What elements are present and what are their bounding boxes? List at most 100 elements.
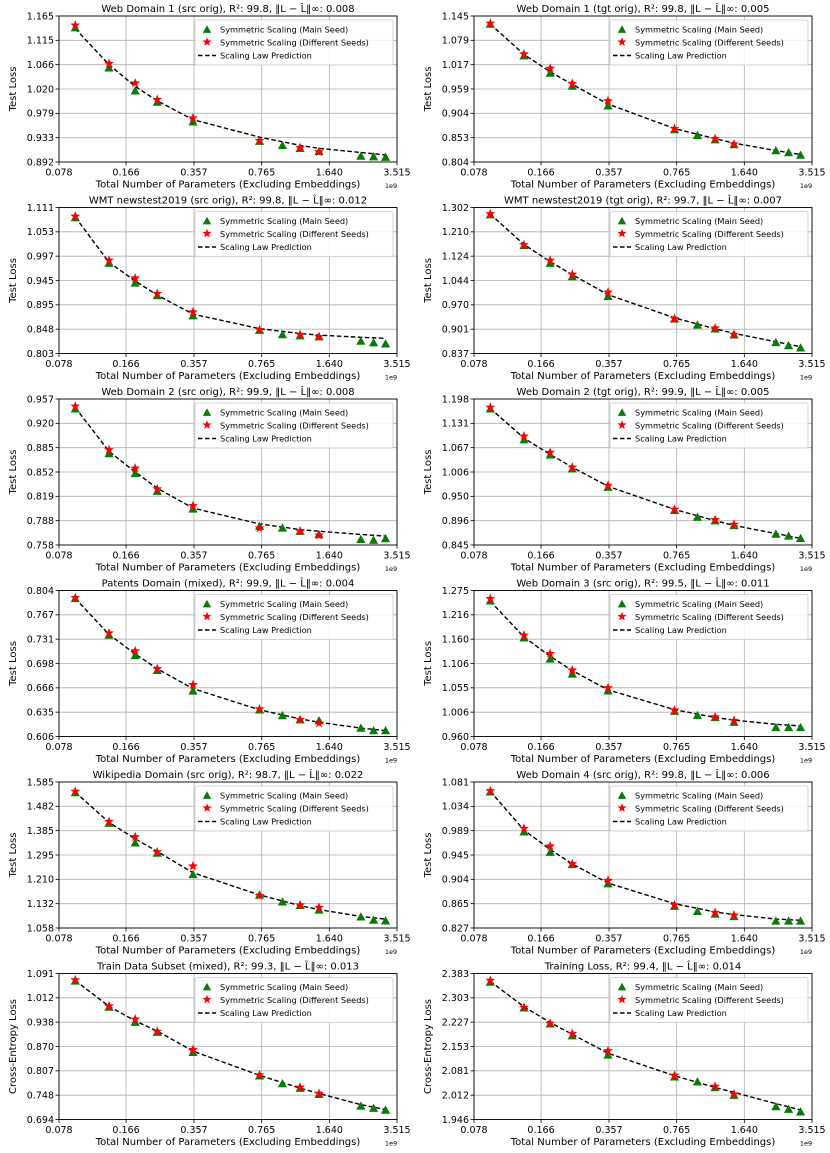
diff-seed-point	[130, 77, 141, 88]
legend-label-diff: Symmetric Scaling (Different Seeds)	[220, 612, 369, 622]
main-seed-point	[692, 1077, 703, 1086]
main-seed-point	[783, 722, 794, 732]
y-tick-label-5: 1.131	[442, 419, 469, 430]
x-tick-label-0: 0.078	[45, 168, 72, 179]
main-seed-point	[368, 915, 379, 924]
legend: Symmetric Scaling (Main Seed) Symmetric S…	[609, 594, 809, 640]
legend-star-icon	[617, 228, 627, 238]
x-tick-label-4: 1.640	[731, 742, 758, 753]
diff-seed-point	[314, 1088, 324, 1098]
x-tick-label-3: 0.765	[248, 1125, 275, 1136]
y-axis-label: Cross-Entropy Loss	[423, 999, 434, 1094]
diff-seed-point	[130, 272, 141, 283]
y-tick-label-1: 1.132	[27, 899, 54, 910]
y-tick-label-3: 0.852	[27, 467, 54, 478]
panel-title: Train Data Subset (mixed), R²: 99.3, ‖L …	[96, 960, 359, 973]
diff-seed-point	[519, 431, 529, 441]
prediction-line	[74, 597, 386, 732]
diff-seed-point	[567, 269, 578, 279]
panel-10: 0.078 0.166 0.357 0.765 1.640 3.515 0.827 0.865…	[423, 768, 826, 956]
x-tick-label-2: 0.357	[595, 168, 622, 179]
diff-seed-point	[485, 593, 496, 603]
diff-seed-point	[314, 530, 324, 540]
legend-label-diff: Symmetric Scaling (Different Seeds)	[220, 421, 369, 431]
legend-box	[194, 785, 394, 832]
diff-seed-point	[485, 402, 496, 412]
main-seed-point	[188, 117, 198, 126]
legend-label-diff: Symmetric Scaling (Different Seeds)	[635, 38, 784, 48]
diff-seed-point	[519, 630, 529, 640]
y-tick-label-6: 1.198	[442, 394, 469, 405]
main-seed-point	[603, 1050, 613, 1059]
diff-seed-point	[130, 645, 141, 656]
legend: Symmetric Scaling (Main Seed) Symmetric S…	[609, 19, 809, 66]
main-seed-point	[783, 531, 794, 540]
y-tick-label-2: 0.979	[27, 109, 54, 120]
y-tick-label-3: 2.153	[442, 1042, 469, 1053]
y-tick-label-1: 0.748	[27, 1091, 54, 1102]
y-tick-label-3: 0.698	[27, 659, 54, 670]
y-axis-label: Cross-Entropy Loss	[8, 999, 19, 1094]
main-seed-point	[783, 916, 794, 925]
diff-seed-point	[188, 1044, 198, 1054]
x-axis-label: Total Number of Parameters (Excluding Em…	[95, 371, 361, 382]
y-tick-label-6: 0.957	[27, 394, 54, 405]
y-tick-label-3: 1.295	[27, 850, 54, 861]
y-tick-label-0: 0.803	[27, 349, 54, 360]
diff-seed-point	[545, 840, 556, 851]
diff-seed-point	[729, 909, 739, 920]
panel-11: 0.078 0.166 0.357 0.765 1.640 3.515 0.694 0.748…	[8, 960, 411, 1148]
x-tick-label-1: 0.166	[527, 359, 554, 370]
y-tick-label-4: 0.731	[27, 635, 54, 646]
legend-triangle-icon	[202, 982, 212, 991]
main-seed-point	[783, 1104, 794, 1113]
y-tick-label-5: 1.079	[442, 36, 469, 47]
x-offset-label: 1e9	[385, 565, 397, 573]
legend-label-pred: Scaling Law Prediction	[220, 51, 312, 61]
legend-label-diff: Symmetric Scaling (Different Seeds)	[635, 421, 784, 431]
main-seed-point	[356, 336, 366, 345]
y-tick-label-3: 1.020	[27, 84, 54, 95]
diff-seed-point	[104, 58, 114, 68]
main-seed-point	[356, 151, 366, 160]
y-tick-label-4: 1.124	[442, 252, 469, 263]
legend-star-icon	[617, 37, 627, 46]
main-seed-point	[380, 339, 391, 348]
x-tick-label-4: 1.640	[316, 934, 343, 945]
main-seed-point	[603, 879, 613, 888]
y-tick-label-5: 1.115	[27, 36, 54, 47]
x-tick-label-3: 0.765	[248, 742, 275, 753]
panel-title: Web Domain 2 (tgt orig), R²: 99.9, ‖L − …	[517, 385, 770, 398]
diff-seed-point	[669, 899, 680, 910]
x-tick-label-4: 1.640	[731, 1125, 758, 1136]
x-tick-label-2: 0.357	[595, 1125, 622, 1136]
diff-seed-point	[70, 211, 81, 221]
diff-seed-point	[188, 860, 198, 871]
x-offset-label: 1e9	[800, 757, 812, 765]
x-tick-label-0: 0.078	[460, 359, 487, 370]
panel-title: WMT newstest2019 (src orig), R²: 99.8, ‖…	[89, 194, 367, 207]
prediction-line	[74, 791, 386, 920]
diff-seed-point	[104, 816, 114, 826]
y-tick-label-2: 2.081	[442, 1066, 469, 1077]
legend-star-icon	[617, 420, 627, 429]
diff-seed-point	[710, 322, 721, 333]
y-tick-label-4: 1.385	[27, 826, 54, 837]
x-tick-label-3: 0.765	[248, 934, 275, 945]
x-tick-label-3: 0.765	[663, 551, 690, 562]
diff-seed-point	[710, 514, 721, 524]
legend-label-main: Symmetric Scaling (Main Seed)	[635, 599, 763, 609]
y-tick-label-0: 0.606	[27, 732, 54, 743]
panel-title: Patents Domain (mixed), R²: 99.9, ‖L − L…	[102, 577, 355, 590]
diff-seed-point	[152, 483, 163, 494]
x-tick-label-3: 0.765	[663, 168, 690, 179]
legend-label-diff: Symmetric Scaling (Different Seeds)	[220, 804, 369, 814]
legend: Symmetric Scaling (Main Seed) Symmetric S…	[609, 211, 809, 257]
legend-label-pred: Scaling Law Prediction	[635, 242, 727, 252]
y-tick-label-0: 0.804	[442, 157, 469, 168]
diff-seed-point	[485, 18, 496, 28]
legend-label-main: Symmetric Scaling (Main Seed)	[635, 408, 763, 418]
y-tick-label-5: 1.482	[27, 802, 54, 813]
main-seed-point	[368, 726, 379, 735]
y-tick-label-1: 0.865	[442, 899, 469, 910]
